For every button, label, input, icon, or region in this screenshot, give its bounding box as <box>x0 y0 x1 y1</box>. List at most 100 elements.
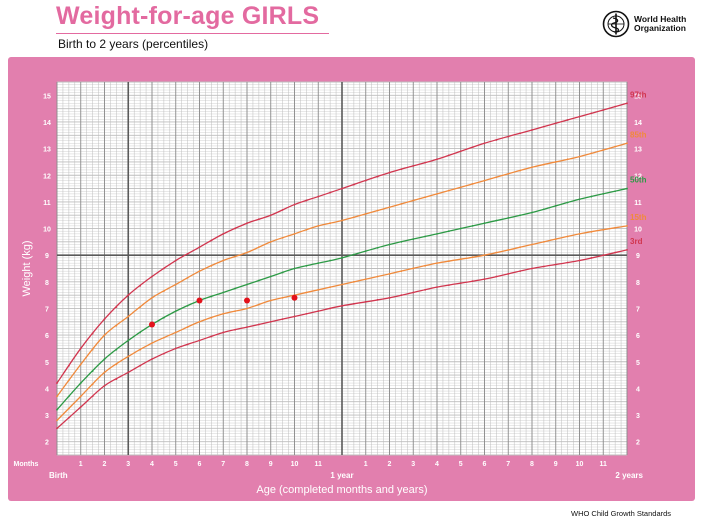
y-tick-label-left: 10 <box>43 227 51 234</box>
series-point-15th <box>305 291 308 294</box>
series-point-3rd <box>293 315 296 318</box>
series-point-15th <box>115 363 118 366</box>
series-point-3rd <box>317 310 320 313</box>
series-point-3rd <box>329 307 332 310</box>
series-point-3rd <box>483 278 486 281</box>
series-point-3rd <box>566 261 569 264</box>
series-point-97th <box>162 267 165 270</box>
series-point-85th <box>281 236 284 239</box>
series-point-15th <box>269 299 272 302</box>
series-point-3rd <box>222 331 225 334</box>
series-point-97th <box>151 275 153 278</box>
series-point-97th <box>341 187 343 190</box>
series-point-15th <box>542 240 545 243</box>
series-point-97th <box>210 239 213 242</box>
series-point-3rd <box>471 280 474 283</box>
x-tick-label: Birth <box>49 471 68 480</box>
series-point-50th <box>103 358 106 360</box>
series-point-50th <box>127 339 130 342</box>
series-point-3rd <box>531 267 533 270</box>
series-point-15th <box>590 230 593 233</box>
series-point-97th <box>198 246 201 249</box>
series-point-97th <box>352 183 355 186</box>
series-point-85th <box>115 324 118 327</box>
series-point-15th <box>162 336 165 339</box>
series-point-85th <box>566 158 569 161</box>
series-point-3rd <box>388 296 391 299</box>
series-point-15th <box>317 288 320 291</box>
series-point-85th <box>471 183 474 185</box>
series-point-97th <box>186 252 189 255</box>
series-point-85th <box>495 176 498 179</box>
x-tick-label: 4 <box>150 461 154 468</box>
y-tick-label-right: 2 <box>636 440 640 447</box>
series-point-15th <box>127 355 130 358</box>
x-tick-label: 2 years <box>615 471 643 480</box>
series-point-50th <box>483 222 486 225</box>
y-tick-label-right: 5 <box>636 360 640 367</box>
series-point-97th <box>139 284 142 287</box>
series-point-50th <box>174 310 177 313</box>
series-point-15th <box>151 342 153 344</box>
series-point-3rd <box>341 304 343 307</box>
x-tick-label: 7 <box>506 461 510 468</box>
series-point-97th <box>614 105 617 108</box>
series-point-50th <box>388 243 391 246</box>
series-point-15th <box>376 275 379 278</box>
series-point-97th <box>115 306 118 309</box>
x-tick-label: 1 <box>79 461 83 468</box>
series-point-50th <box>352 253 355 256</box>
series-point-85th <box>447 189 450 192</box>
x-tick-label: 5 <box>459 461 463 468</box>
series-point-3rd <box>412 291 415 294</box>
y-tick-label-left: 7 <box>45 306 49 313</box>
series-point-15th <box>281 296 284 299</box>
series-point-97th <box>246 222 248 225</box>
series-point-85th <box>317 224 320 227</box>
y-tick-label-left: 9 <box>45 253 49 260</box>
series-point-50th <box>542 208 545 211</box>
series-point-85th <box>139 306 142 309</box>
series-point-15th <box>174 331 177 334</box>
series-point-15th <box>507 248 510 251</box>
series-point-3rd <box>305 312 308 315</box>
series-point-50th <box>222 291 225 294</box>
series-point-85th <box>162 290 165 293</box>
series-point-85th <box>424 196 427 199</box>
series-point-97th <box>364 179 367 182</box>
x-tick-label: 3 <box>411 461 415 468</box>
series-point-85th <box>174 283 177 286</box>
series-point-97th <box>542 125 545 128</box>
series-point-15th <box>103 371 106 374</box>
series-point-3rd <box>495 275 498 278</box>
series-point-97th <box>388 171 391 174</box>
y-tick-label-right: 11 <box>634 200 642 207</box>
series-point-15th <box>79 395 82 398</box>
series-point-15th <box>329 286 332 289</box>
series-point-85th <box>578 155 581 158</box>
series-point-97th <box>234 227 237 230</box>
y-axis-label: Weight (kg) <box>21 240 33 296</box>
series-point-97th <box>257 218 260 221</box>
footer-note: WHO Child Growth Standards <box>571 509 672 518</box>
series-point-50th <box>341 256 343 259</box>
series-label-85th: 85th <box>630 130 647 139</box>
series-point-15th <box>210 316 213 319</box>
x-tick-label: 11 <box>600 461 608 468</box>
series-point-97th <box>566 119 569 121</box>
x-tick-label: 1 <box>364 461 368 468</box>
series-point-85th <box>293 232 296 235</box>
series-point-3rd <box>554 263 557 266</box>
y-tick-label-left: 4 <box>45 386 49 393</box>
series-point-85th <box>412 199 415 202</box>
series-label-50th: 50th <box>630 176 647 185</box>
series-point-85th <box>79 363 82 366</box>
series-point-97th <box>495 139 498 141</box>
org-name-line1: World Health <box>634 14 687 24</box>
series-point-85th <box>531 166 533 169</box>
series-point-97th <box>174 259 177 262</box>
series-point-15th <box>566 235 569 238</box>
x-tick-label: 3 <box>126 461 130 468</box>
series-point-97th <box>412 165 415 167</box>
series-point-50th <box>91 370 94 372</box>
